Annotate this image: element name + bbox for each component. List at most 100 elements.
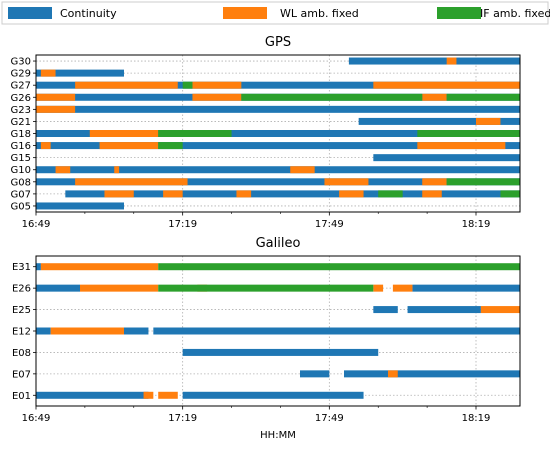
chart-title-gps: GPS: [265, 35, 291, 50]
bar-galileo-e26-wl-amb-fixed-0: [80, 284, 159, 292]
bar-gps-g08-wl-amb-fixed-0: [75, 178, 188, 186]
legend-label-if-amb-fixed: IF amb. fixed: [480, 7, 550, 20]
bar-gps-g15-continuity-0: [373, 154, 520, 162]
ytick-label-gps-g23: G23: [11, 105, 31, 116]
bar-galileo-e01-continuity-0: [36, 391, 149, 399]
bar-gps-g08-wl-amb-fixed-1: [324, 178, 369, 186]
ytick-label-gps-g26: G26: [11, 93, 31, 104]
bar-gps-g10-continuity-0: [36, 166, 520, 174]
bar-gps-g07-wl-amb-fixed-2: [236, 190, 252, 198]
bar-gps-g16-if-amb-fixed-0: [158, 142, 183, 150]
bar-gps-g18-continuity-0: [36, 130, 520, 137]
ytick-label-galileo-e25: E25: [12, 305, 31, 316]
xtick-label-gps-0: 16:49: [22, 219, 51, 230]
xtick-label-galileo-3: 18:19: [462, 413, 491, 424]
bar-gps-g27-wl-amb-fixed-1: [192, 81, 242, 89]
bar-galileo-e12-wl-amb-fixed-0: [50, 327, 124, 335]
legend-swatch-wl-amb-fixed: [223, 7, 267, 19]
bar-galileo-e26-continuity-1: [412, 284, 520, 292]
bar-gps-g18-wl-amb-fixed-0: [89, 130, 159, 137]
bar-gps-g30-wl-amb-fixed-0: [446, 57, 457, 65]
bar-gps-g10-wl-amb-fixed-0: [55, 166, 71, 174]
bar-gps-g08-wl-amb-fixed-2: [422, 178, 447, 186]
bar-galileo-e01-continuity-1: [182, 391, 364, 399]
bar-gps-g16-continuity-0: [36, 142, 520, 150]
legend-swatch-if-amb-fixed: [437, 7, 481, 19]
ytick-label-gps-g16: G16: [11, 141, 31, 152]
bar-gps-g07-continuity-0: [65, 190, 520, 198]
ytick-label-galileo-e08: E08: [12, 348, 31, 359]
xtick-label-gps-2: 17:49: [315, 219, 344, 230]
bar-gps-g23-wl-amb-fixed-0: [36, 105, 76, 113]
bar-gps-g27-if-amb-fixed-0: [182, 81, 193, 89]
bar-gps-g27-wl-amb-fixed-0: [75, 81, 178, 89]
bar-gps-g08-continuity-0: [36, 178, 520, 186]
xtick-label-galileo-2: 17:49: [315, 413, 344, 424]
ytick-label-gps-g15: G15: [11, 153, 31, 164]
bar-galileo-e07-continuity-1: [344, 370, 520, 378]
ytick-label-gps-g10: G10: [11, 165, 31, 176]
bar-galileo-e26-if-amb-fixed-0: [158, 284, 374, 292]
ytick-label-gps-g18: G18: [11, 129, 31, 140]
bar-galileo-e26-wl-amb-fixed-2: [373, 284, 384, 292]
ytick-label-galileo-e07: E07: [12, 369, 31, 380]
bar-galileo-e31-wl-amb-fixed-0: [40, 263, 159, 271]
bar-gps-g16-wl-amb-fixed-2: [417, 142, 506, 150]
bar-gps-g07-wl-amb-fixed-3: [339, 190, 364, 198]
galileo-panel: Galileo E31 E26 E25 E12 E08 E07 E01 16:49 17:19 17…: [12, 236, 521, 441]
legend-label-continuity: Continuity: [60, 7, 117, 20]
ytick-label-galileo-e12: E12: [12, 327, 31, 338]
bar-gps-g26-if-amb-fixed-1: [446, 93, 520, 101]
legend-label-wl-amb-fixed: WL amb. fixed: [280, 7, 359, 20]
ytick-label-galileo-e26: E26: [12, 284, 31, 295]
ytick-label-gps-g07: G07: [11, 189, 31, 200]
bar-galileo-e07-wl-amb-fixed-0: [388, 370, 398, 378]
bar-gps-g26-wl-amb-fixed-0: [36, 93, 76, 101]
xtick-label-gps-3: 18:19: [462, 219, 491, 230]
bar-gps-g07-if-amb-fixed-0: [378, 190, 403, 198]
bar-gps-g07-if-amb-fixed-1: [500, 190, 520, 198]
bar-gps-g26-wl-amb-fixed-2: [422, 93, 447, 101]
bar-galileo-e01-wl-amb-fixed-0: [143, 391, 154, 399]
bar-gps-g10-wl-amb-fixed-1: [114, 166, 120, 174]
bar-gps-g26-wl-amb-fixed-1: [192, 93, 242, 101]
bar-galileo-e07-continuity-0: [300, 370, 330, 378]
bar-galileo-e26-wl-amb-fixed-3: [392, 284, 413, 292]
bar-galileo-e12-continuity-1: [124, 327, 149, 335]
bar-gps-g07-wl-amb-fixed-0: [104, 190, 134, 198]
bar-gps-g26-if-amb-fixed-0: [241, 93, 423, 101]
ytick-label-galileo-e31: E31: [12, 262, 31, 273]
bar-gps-g07-wl-amb-fixed-1: [163, 190, 183, 198]
bar-gps-g29-wl-amb-fixed-0: [40, 69, 56, 77]
xlabel-galileo: HH:MM: [260, 430, 296, 441]
bar-gps-g10-wl-amb-fixed-2: [290, 166, 315, 174]
bar-gps-g05-continuity-0: [36, 202, 124, 210]
bar-galileo-e25-continuity-0: [373, 306, 398, 314]
xtick-label-gps-1: 17:19: [168, 219, 197, 230]
ytick-label-gps-g29: G29: [11, 69, 31, 80]
xtick-label-galileo-0: 16:49: [22, 413, 51, 424]
legend-frame: [1, 1, 549, 25]
bar-gps-g27-wl-amb-fixed-2: [373, 81, 520, 89]
bar-galileo-e31-if-amb-fixed-0: [158, 263, 520, 271]
bar-galileo-e25-continuity-1: [407, 306, 481, 314]
bar-gps-g29-continuity-0: [36, 69, 124, 77]
gps-panel: GPS G30G29G27G26G23G21G18G16G15G10G08G07G…: [11, 35, 521, 230]
bar-gps-g08-if-amb-fixed-0: [446, 178, 520, 186]
bar-gps-g16-wl-amb-fixed-0: [40, 142, 51, 150]
bar-gps-g27-continuity-0: [36, 81, 520, 89]
bar-gps-g30-continuity-0: [348, 57, 520, 65]
bar-gps-g21-continuity-0: [358, 117, 520, 125]
bar-gps-g16-wl-amb-fixed-1: [99, 142, 159, 150]
bar-galileo-e31-continuity-0: [36, 263, 41, 271]
bar-gps-g07-wl-amb-fixed-4: [422, 190, 442, 198]
bar-gps-g18-if-amb-fixed-1: [417, 130, 520, 137]
bar-galileo-e12-continuity-2: [153, 327, 521, 335]
legend-swatch-continuity: [8, 7, 52, 19]
ytick-label-gps-g21: G21: [11, 117, 31, 128]
chart-title-galileo: Galileo: [256, 236, 301, 251]
bar-galileo-e25-wl-amb-fixed-0: [480, 306, 520, 314]
bar-gps-g21-wl-amb-fixed-0: [476, 117, 501, 125]
xtick-label-galileo-1: 17:19: [168, 413, 197, 424]
